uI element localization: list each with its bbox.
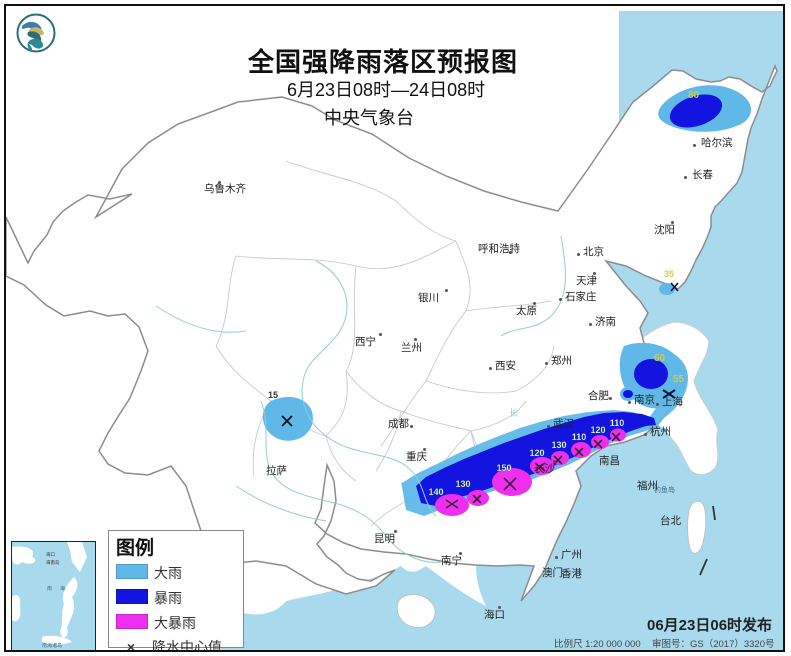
svg-text:130: 130 xyxy=(455,479,470,489)
svg-text:110: 110 xyxy=(610,418,625,428)
svg-text:南海诸岛: 南海诸岛 xyxy=(42,642,62,649)
svg-text:140: 140 xyxy=(428,487,443,497)
svg-text:15: 15 xyxy=(268,390,278,400)
svg-text:120: 120 xyxy=(590,425,605,435)
svg-text:海口: 海口 xyxy=(46,551,55,558)
svg-text:南: 南 xyxy=(47,585,52,592)
svg-text:130: 130 xyxy=(551,440,566,450)
svg-text:55: 55 xyxy=(673,374,685,385)
svg-text:1:40 000 000: 1:40 000 000 xyxy=(45,649,72,652)
svg-text:海南岛: 海南岛 xyxy=(46,559,60,566)
svg-text:80: 80 xyxy=(688,90,700,101)
svg-text:120: 120 xyxy=(529,448,544,458)
svg-text:长: 长 xyxy=(509,407,518,418)
svg-text:110: 110 xyxy=(572,432,587,442)
svg-text:60: 60 xyxy=(654,353,666,364)
svg-text:海: 海 xyxy=(60,585,65,592)
svg-text:35: 35 xyxy=(664,269,674,279)
svg-text:150: 150 xyxy=(496,463,511,473)
